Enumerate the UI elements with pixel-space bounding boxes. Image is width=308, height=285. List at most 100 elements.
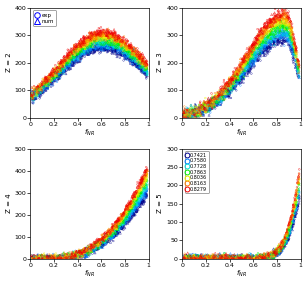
Point [134,60,139,65]
Point [258,256,263,261]
Point [39,253,44,257]
Point [209,256,214,261]
Point [227,88,232,93]
Point [63,64,68,69]
Point [269,253,274,258]
Point [220,91,225,96]
Point [195,256,200,261]
Point [275,17,280,21]
Point [203,256,208,261]
Point [54,256,59,261]
Point [119,43,124,47]
Point [102,237,107,242]
Point [144,194,148,199]
Point [125,47,130,52]
Point [202,256,207,260]
Point [184,111,189,115]
Point [184,253,189,258]
Point [71,56,76,61]
Point [238,67,243,71]
Point [77,252,82,257]
Point [287,44,292,49]
Point [192,256,197,261]
Point [96,246,101,251]
Point [217,92,222,97]
Point [102,37,107,42]
Point [71,55,76,60]
Point [242,61,247,66]
Point [57,256,62,261]
Point [222,83,227,87]
Point [68,53,73,57]
Point [106,35,111,40]
Point [117,220,122,225]
Point [286,239,290,243]
Point [251,256,256,261]
Point [56,256,61,260]
Point [44,256,49,261]
Point [184,256,189,261]
Point [263,48,268,53]
Point [297,191,302,195]
Point [141,194,146,199]
Point [140,64,145,68]
Point [123,41,128,46]
Point [100,34,105,39]
Point [201,104,206,108]
Point [186,255,191,259]
Point [106,43,111,47]
Point [265,34,270,38]
Point [192,256,197,261]
Point [79,253,84,257]
X-axis label: $f_{NR}$: $f_{NR}$ [236,269,247,280]
Point [289,214,294,218]
Point [115,227,120,232]
Point [214,103,219,107]
Point [108,234,113,238]
Point [215,98,220,103]
Point [285,30,290,34]
Point [268,20,273,25]
Point [57,253,62,257]
Point [249,48,254,52]
Point [46,256,51,261]
Point [82,249,87,253]
Point [295,63,300,68]
Point [128,205,133,210]
Point [29,254,34,258]
Point [208,256,213,261]
Point [275,37,280,42]
Point [229,88,234,93]
Point [133,202,138,206]
Point [233,68,238,73]
Point [274,252,279,256]
Point [89,246,94,251]
Point [38,86,43,91]
Point [30,92,34,96]
Point [186,107,191,112]
Point [99,41,104,45]
Point [42,256,47,260]
Point [284,235,289,239]
Point [34,93,39,97]
Point [132,191,136,195]
Point [288,34,293,38]
Point [72,44,77,48]
Point [141,188,146,193]
Point [80,50,85,54]
Point [281,243,286,247]
Point [192,106,197,111]
Point [81,251,86,256]
Point [229,256,234,261]
Point [45,255,50,260]
Point [133,53,138,58]
Point [72,48,77,53]
Point [39,86,44,90]
Point [83,246,88,251]
Point [113,33,118,38]
Point [58,66,63,70]
Point [125,209,130,214]
Point [226,256,231,261]
Point [183,115,188,119]
Point [121,217,126,222]
